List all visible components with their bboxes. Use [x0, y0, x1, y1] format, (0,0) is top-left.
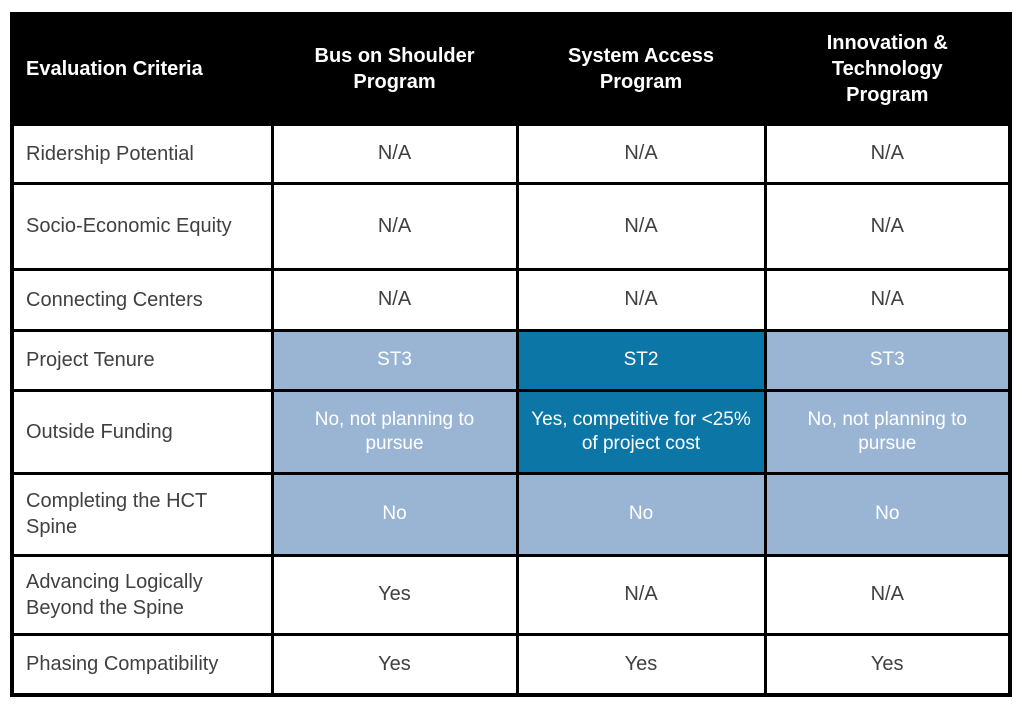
- criteria-cell: Outside Funding: [10, 388, 274, 475]
- value-cell: No: [763, 471, 1012, 557]
- table-header: Evaluation Criteria Bus on Shoulder Progr…: [10, 12, 1012, 126]
- value-cell: Yes, competitive for <25% of project cos…: [515, 388, 767, 475]
- table-row: Socio-Economic Equity N/A N/A N/A: [10, 181, 1012, 271]
- criteria-cell: Connecting Centers: [10, 267, 274, 332]
- table-row: Project Tenure ST3 ST2 ST3: [10, 328, 1012, 392]
- program-column-header: Bus on Shoulder Program: [270, 12, 519, 126]
- value-cell: N/A: [270, 122, 519, 185]
- header-row: Evaluation Criteria Bus on Shoulder Progr…: [10, 12, 1012, 126]
- table-row: Completing the HCT Spine No No No: [10, 471, 1012, 557]
- criteria-cell: Socio-Economic Equity: [10, 181, 274, 271]
- table-row: Phasing Compatibility Yes Yes Yes: [10, 632, 1012, 697]
- value-cell: ST3: [270, 328, 519, 392]
- table-row: Advancing Logically Beyond the Spine Yes N…: [10, 553, 1012, 636]
- value-cell: No, not planning to pursue: [270, 388, 519, 475]
- criteria-cell: Phasing Compatibility: [10, 632, 274, 697]
- value-cell: Yes: [270, 632, 519, 697]
- table-body: Ridership Potential N/A N/A N/A Socio-Econom…: [10, 122, 1012, 697]
- value-cell: N/A: [763, 267, 1012, 332]
- value-cell: ST2: [515, 328, 767, 392]
- table-row: Ridership Potential N/A N/A N/A: [10, 122, 1012, 185]
- value-cell: N/A: [515, 181, 767, 271]
- program-column-header: System Access Program: [515, 12, 767, 126]
- value-cell: N/A: [270, 181, 519, 271]
- value-cell: No, not planning to pursue: [763, 388, 1012, 475]
- value-cell: Yes: [270, 553, 519, 636]
- value-cell: Yes: [763, 632, 1012, 697]
- value-cell: N/A: [763, 122, 1012, 185]
- value-cell: ST3: [763, 328, 1012, 392]
- table-row: Outside Funding No, not planning to pursu…: [10, 388, 1012, 475]
- table-row: Connecting Centers N/A N/A N/A: [10, 267, 1012, 332]
- value-cell: No: [270, 471, 519, 557]
- criteria-cell: Project Tenure: [10, 328, 274, 392]
- value-cell: Yes: [515, 632, 767, 697]
- criteria-cell: Completing the HCT Spine: [10, 471, 274, 557]
- criteria-column-header: Evaluation Criteria: [10, 12, 274, 126]
- program-column-header: Innovation & Technology Program: [763, 12, 1012, 126]
- value-cell: N/A: [270, 267, 519, 332]
- value-cell: No: [515, 471, 767, 557]
- value-cell: N/A: [763, 553, 1012, 636]
- evaluation-criteria-table: Evaluation Criteria Bus on Shoulder Progr…: [10, 12, 1012, 697]
- criteria-cell: Advancing Logically Beyond the Spine: [10, 553, 274, 636]
- value-cell: N/A: [515, 122, 767, 185]
- value-cell: N/A: [763, 181, 1012, 271]
- criteria-cell: Ridership Potential: [10, 122, 274, 185]
- value-cell: N/A: [515, 553, 767, 636]
- value-cell: N/A: [515, 267, 767, 332]
